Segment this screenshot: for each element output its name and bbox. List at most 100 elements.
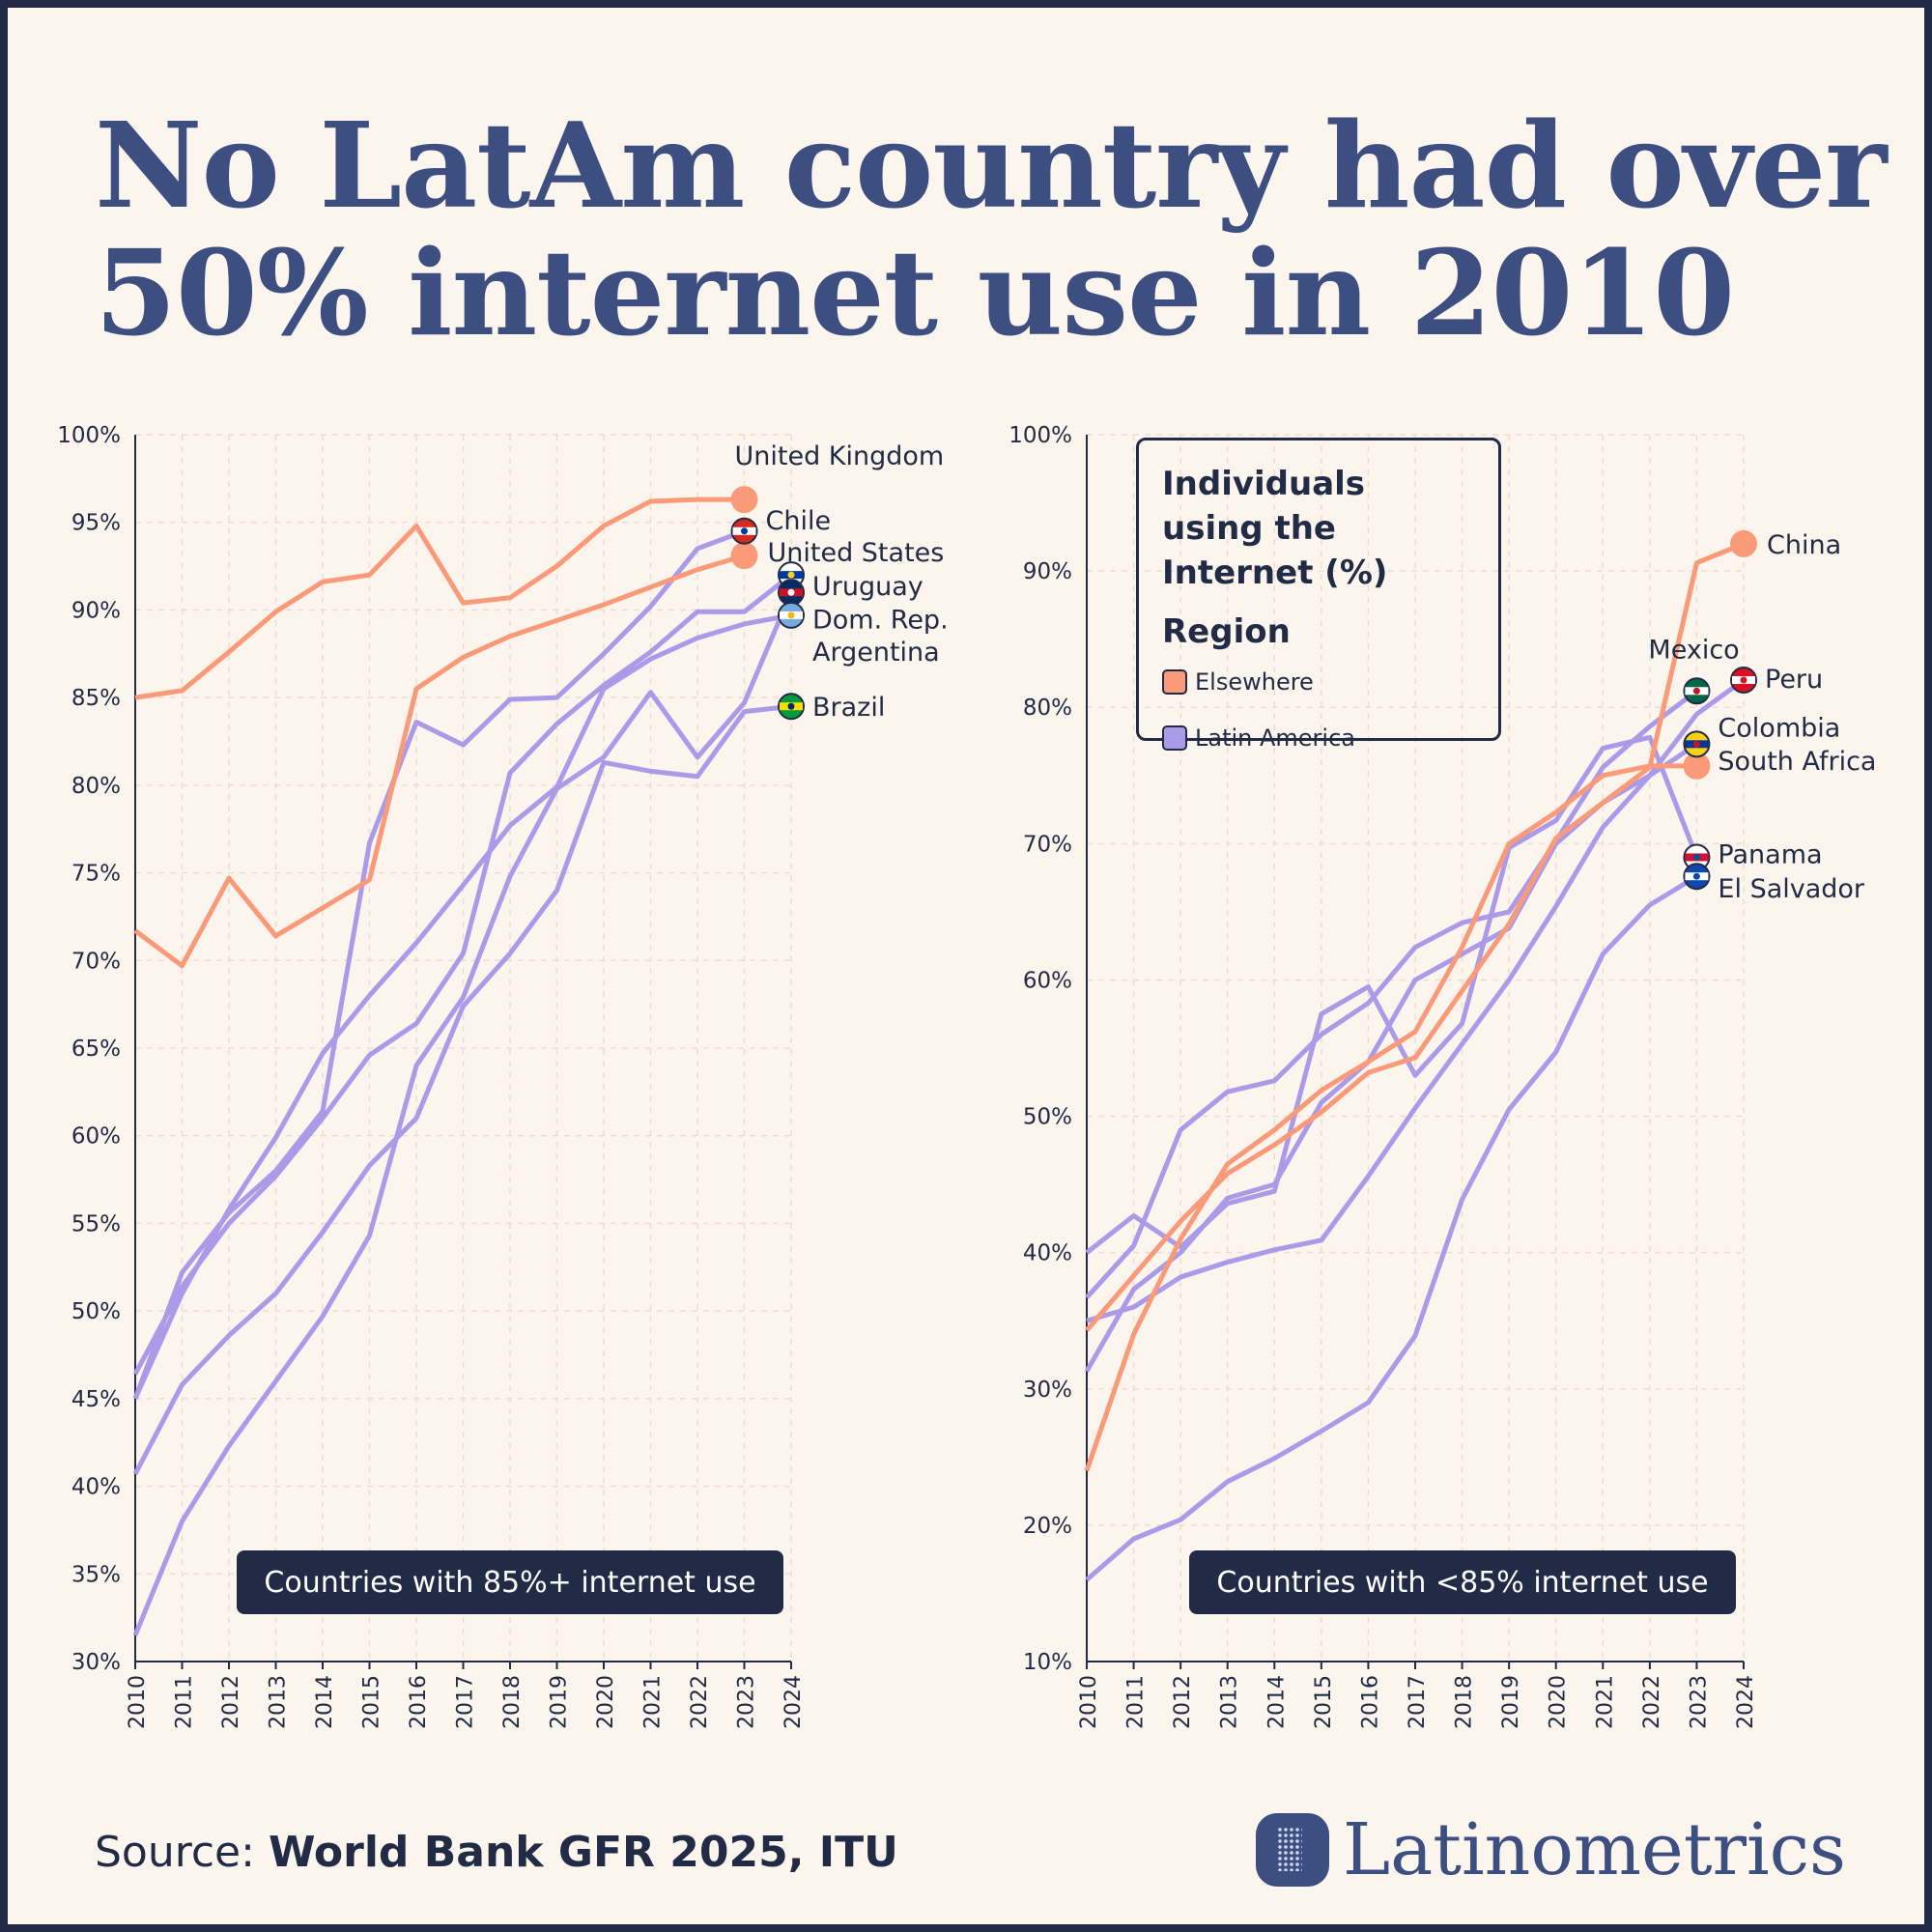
x-tick-label: 2015	[360, 1675, 384, 1729]
y-tick-label: 45%	[71, 1387, 121, 1412]
el-salvador-flag-icon	[1683, 863, 1711, 891]
flag-emblem	[1692, 687, 1700, 695]
y-tick-label: 100%	[57, 423, 121, 448]
x-tick-label: 2023	[735, 1675, 759, 1729]
end-marker-south-africa	[1683, 752, 1711, 780]
end-marker-china	[1730, 529, 1757, 557]
legend-item-elsewhere: Elsewhere	[1162, 668, 1475, 696]
flag-emblem	[1692, 872, 1700, 880]
argentina-flag-icon	[778, 601, 805, 629]
mexico-flag-icon	[1683, 677, 1711, 705]
series-label-mexico: Mexico	[1648, 635, 1739, 665]
y-tick-label: 30%	[71, 1650, 121, 1675]
flag-emblem	[741, 527, 748, 535]
y-tick-label: 50%	[1023, 1105, 1072, 1130]
chile-flag-icon	[730, 517, 758, 545]
legend-title: Individuals using the Internet (%)	[1162, 465, 1388, 592]
legend-region-title: Region	[1162, 612, 1291, 651]
y-tick-label: 85%	[71, 686, 121, 711]
series-label-china: China	[1767, 530, 1841, 560]
brand-logo: Latinometrics	[1256, 1808, 1846, 1891]
end-marker-united-kingdom	[730, 486, 758, 514]
x-tick-label: 2015	[1312, 1675, 1336, 1729]
end-marker-united-states	[730, 542, 758, 570]
legend-label: Latin America	[1195, 724, 1355, 752]
flag-emblem	[1740, 676, 1747, 684]
x-tick-label: 2012	[1171, 1675, 1195, 1729]
series-label-panama: Panama	[1718, 839, 1822, 869]
series-label-peru: Peru	[1765, 665, 1823, 695]
x-tick-label: 2022	[688, 1675, 712, 1729]
series-label-argentina: Argentina	[812, 638, 940, 668]
series-line-south-africa	[1084, 763, 1697, 1472]
source-prefix: Source:	[95, 1828, 269, 1877]
x-tick-label: 2023	[1687, 1675, 1711, 1729]
series-line-panama	[1085, 734, 1699, 1255]
x-tick-label: 2011	[1124, 1675, 1149, 1729]
legend: Individuals using the Internet (%) Regio…	[1136, 438, 1501, 752]
title-line-2: 50% internet use in 2010	[95, 223, 1735, 362]
y-tick-label: 20%	[1023, 1514, 1072, 1539]
series-label-uruguay: Uruguay	[812, 572, 923, 602]
colombia-flag-icon	[1683, 730, 1711, 758]
series-label-brazil: Brazil	[812, 693, 885, 723]
series-line-argentina	[132, 612, 792, 1400]
y-tick-label: 95%	[71, 511, 121, 536]
x-tick-label: 2019	[548, 1675, 572, 1729]
y-tick-label: 75%	[71, 862, 121, 887]
series-line-uruguay	[132, 573, 793, 1376]
x-tick-label: 2024	[781, 1675, 806, 1729]
x-tick-label: 2017	[454, 1675, 478, 1729]
x-tick-label: 2010	[126, 1675, 150, 1729]
y-tick-label: 70%	[71, 949, 121, 974]
series-label-el-salvador: El Salvador	[1718, 874, 1865, 904]
title-line-1: No LatAm country had over	[95, 96, 1888, 235]
x-tick-label: 2021	[1593, 1675, 1617, 1729]
series-label-dom-rep: Dom. Rep.	[812, 605, 949, 635]
y-tick-label: 80%	[71, 774, 121, 799]
x-tick-label: 2014	[1264, 1675, 1289, 1729]
y-tick-label: 65%	[71, 1037, 121, 1062]
x-tick-label: 2018	[500, 1675, 525, 1729]
chart-right: 2010 2011 2012 2013 2014 2015 2016 2017 2018 2019…	[1009, 423, 1876, 1729]
x-tick-label: 2018	[1453, 1675, 1477, 1729]
legend-swatch-elsewhere	[1162, 669, 1187, 695]
legend-swatch-latin-america	[1162, 725, 1187, 751]
y-tick-label: 60%	[1023, 968, 1072, 993]
x-tick-label: 2021	[641, 1675, 666, 1729]
flag-emblem	[787, 611, 795, 619]
y-tick-label: 30%	[1023, 1378, 1072, 1403]
y-tick-label: 70%	[1023, 832, 1072, 857]
flag-emblem	[787, 571, 795, 579]
source-note: Source: World Bank GFR 2025, ITU	[95, 1828, 898, 1877]
x-tick-label: 2020	[1547, 1675, 1571, 1729]
dominican-republic-flag-icon	[778, 579, 805, 607]
legend-label: Elsewhere	[1195, 668, 1314, 696]
series-line-mexico	[1085, 689, 1698, 1299]
left-chart-tag: Countries with 85%+ internet use	[237, 1550, 783, 1614]
x-tick-label: 2013	[267, 1675, 291, 1729]
y-tick-label: 90%	[71, 598, 121, 623]
page-title: No LatAm country had over 50% internet u…	[95, 96, 1888, 362]
peru-flag-icon	[1730, 667, 1757, 694]
x-tick-label: 2017	[1406, 1675, 1430, 1729]
series-line-el-salvador	[1085, 874, 1698, 1582]
y-tick-label: 35%	[71, 1562, 121, 1587]
y-tick-label: 100%	[1009, 423, 1072, 448]
y-tick-label: 10%	[1023, 1650, 1072, 1675]
x-tick-label: 2014	[313, 1675, 337, 1729]
series-line-united-kingdom	[134, 497, 745, 700]
y-tick-label: 55%	[71, 1211, 121, 1236]
series-label-south-africa: South Africa	[1718, 747, 1876, 777]
x-tick-label: 2016	[407, 1675, 431, 1729]
brand-name: Latinometrics	[1343, 1808, 1847, 1891]
x-tick-label: 2024	[1734, 1675, 1758, 1729]
flag-emblem	[1692, 740, 1700, 748]
y-tick-label: 90%	[1023, 559, 1072, 584]
flag-emblem	[787, 702, 795, 710]
y-tick-label: 40%	[1023, 1241, 1072, 1266]
series-line-chile	[132, 528, 746, 1400]
series-label-colombia: Colombia	[1718, 713, 1840, 743]
x-tick-label: 2022	[1640, 1675, 1664, 1729]
